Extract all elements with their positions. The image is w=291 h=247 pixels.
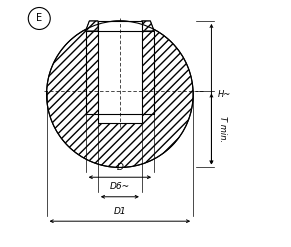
- Text: D: D: [116, 163, 123, 172]
- Bar: [86, 31, 154, 114]
- Text: H~: H~: [218, 90, 231, 99]
- Polygon shape: [47, 21, 193, 167]
- Bar: [98, 21, 142, 31]
- Polygon shape: [86, 21, 98, 31]
- Polygon shape: [86, 21, 98, 31]
- Bar: [86, 31, 98, 114]
- Text: T min.: T min.: [218, 116, 227, 142]
- Bar: [142, 31, 154, 114]
- Bar: [98, 21, 142, 31]
- Text: D1: D1: [113, 207, 126, 216]
- Polygon shape: [142, 21, 154, 31]
- Polygon shape: [142, 21, 154, 31]
- Text: E: E: [36, 14, 42, 23]
- Bar: [86, 31, 154, 114]
- Bar: [98, 21, 142, 124]
- Text: D6~: D6~: [110, 182, 130, 191]
